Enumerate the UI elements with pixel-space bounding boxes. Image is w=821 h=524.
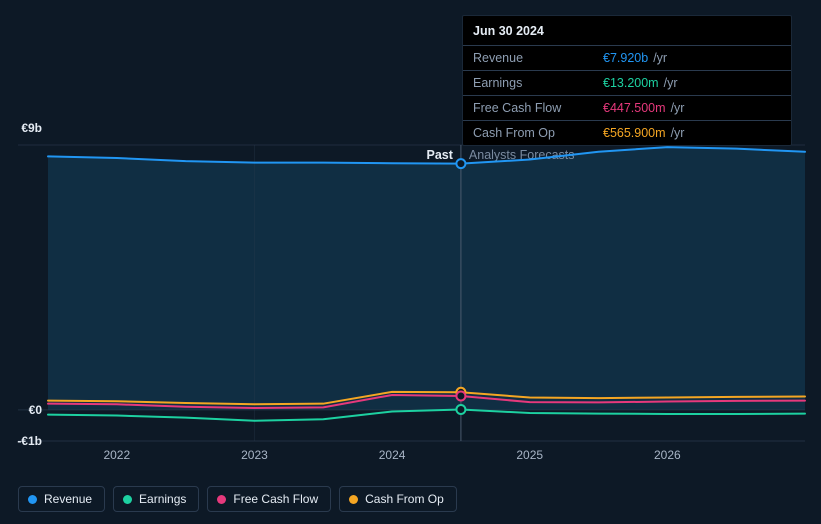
tooltip-metric-unit: /yr <box>664 76 678 90</box>
tooltip-metric-name: Earnings <box>473 76 603 90</box>
svg-text:€9b: €9b <box>21 121 42 135</box>
tooltip-metric-name: Revenue <box>473 51 603 65</box>
svg-text:€0: €0 <box>29 403 43 417</box>
tooltip-metric-unit: /yr <box>671 101 685 115</box>
legend-item-earnings[interactable]: Earnings <box>113 486 199 512</box>
svg-text:2025: 2025 <box>516 448 543 462</box>
svg-text:2023: 2023 <box>241 448 268 462</box>
tooltip-metric-value: €13.200m <box>603 76 659 90</box>
financials-chart[interactable]: €9b€0-€1b20222023202420252026PastAnalyst… <box>0 0 821 524</box>
svg-text:2024: 2024 <box>379 448 406 462</box>
legend-item-revenue[interactable]: Revenue <box>18 486 105 512</box>
svg-text:Past: Past <box>427 148 454 162</box>
chart-tooltip: Jun 30 2024 Revenue€7.920b/yrEarnings€13… <box>462 15 792 146</box>
legend-label: Cash From Op <box>365 492 444 506</box>
tooltip-metric-value: €7.920b <box>603 51 648 65</box>
tooltip-row: Cash From Op€565.900m/yr <box>463 121 791 145</box>
legend-dot-icon <box>123 495 132 504</box>
tooltip-metric-value: €447.500m <box>603 101 666 115</box>
legend-dot-icon <box>349 495 358 504</box>
tooltip-metric-name: Cash From Op <box>473 126 603 140</box>
tooltip-row: Earnings€13.200m/yr <box>463 71 791 96</box>
legend-item-cash-from-op[interactable]: Cash From Op <box>339 486 457 512</box>
legend-label: Free Cash Flow <box>233 492 318 506</box>
tooltip-row: Free Cash Flow€447.500m/yr <box>463 96 791 121</box>
legend-label: Earnings <box>139 492 186 506</box>
legend-label: Revenue <box>44 492 92 506</box>
tooltip-header: Jun 30 2024 <box>463 16 791 46</box>
svg-text:-€1b: -€1b <box>17 434 42 448</box>
legend-item-free-cash-flow[interactable]: Free Cash Flow <box>207 486 331 512</box>
tooltip-metric-name: Free Cash Flow <box>473 101 603 115</box>
legend-dot-icon <box>217 495 226 504</box>
tooltip-metric-unit: /yr <box>653 51 667 65</box>
tooltip-metric-value: €565.900m <box>603 126 666 140</box>
tooltip-row: Revenue€7.920b/yr <box>463 46 791 71</box>
svg-text:2022: 2022 <box>103 448 130 462</box>
tooltip-metric-unit: /yr <box>671 126 685 140</box>
chart-legend: Revenue Earnings Free Cash Flow Cash From O… <box>18 486 457 512</box>
legend-dot-icon <box>28 495 37 504</box>
svg-text:2026: 2026 <box>654 448 681 462</box>
